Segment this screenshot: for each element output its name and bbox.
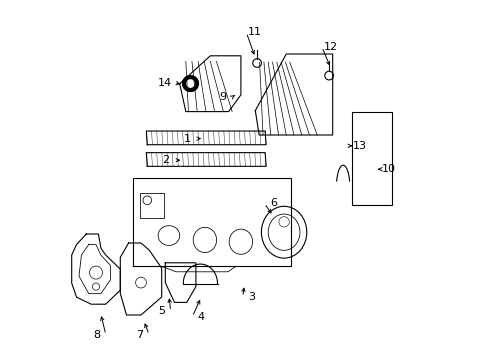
Text: 8: 8: [93, 330, 100, 340]
Text: 11: 11: [248, 27, 262, 37]
Bar: [352, 112, 391, 205]
Text: 13: 13: [352, 141, 366, 151]
Bar: [140, 193, 163, 218]
Text: 1: 1: [183, 134, 190, 144]
Text: 6: 6: [269, 198, 276, 208]
Wedge shape: [182, 76, 198, 91]
Text: 14: 14: [158, 78, 172, 88]
Text: 7: 7: [136, 330, 143, 340]
Text: 12: 12: [323, 42, 337, 52]
Text: 9: 9: [219, 92, 226, 102]
Text: 3: 3: [248, 292, 255, 302]
Text: 10: 10: [381, 164, 395, 174]
Text: 5: 5: [158, 306, 165, 316]
Bar: [133, 178, 291, 266]
Text: 4: 4: [197, 312, 204, 322]
Text: 2: 2: [162, 155, 168, 165]
